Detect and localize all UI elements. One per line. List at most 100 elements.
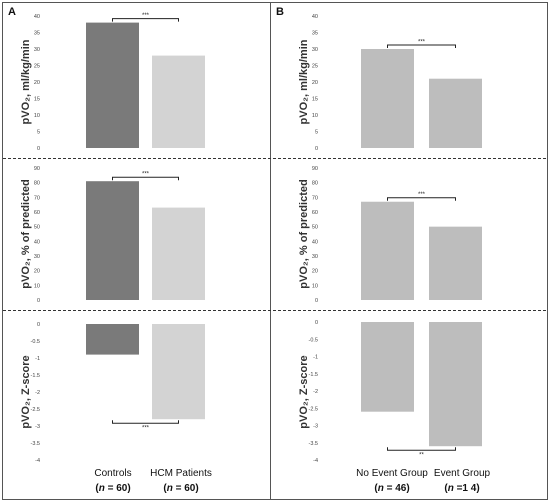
- panel-a-row3-ytick-2: -2: [35, 390, 40, 396]
- panel-b-row1-ytick-0: 0: [315, 146, 318, 152]
- panel-b-row3-ytick-0: 0: [315, 320, 318, 326]
- panel-b-row2-ytick-90: 90: [312, 166, 318, 172]
- panel-b-row2-ytick-50: 50: [312, 225, 318, 231]
- panel-b-row1-ytick-15: 15: [312, 97, 318, 103]
- panel-a-row3-sig-label: ***: [142, 426, 150, 432]
- panel-a-row3-ylabel: pVO₂, Z-score: [20, 355, 32, 428]
- panel-b-row3-ytick-4: -4: [313, 458, 318, 464]
- panel-a-row1-bar-hcm-patients: [152, 55, 205, 148]
- panel-b-row1-ytick-30: 30: [312, 47, 318, 53]
- panel-b-letter: B: [276, 6, 284, 18]
- group-n-controls: (n = 60): [95, 483, 130, 494]
- panel-b-row3-ytick-3-5: -3.5: [309, 441, 318, 447]
- panel-b-row3-ytick-2: -2: [313, 389, 318, 395]
- panel-a-row2-ytick-10: 10: [34, 283, 40, 289]
- panel-a-row2-sig-label: ***: [142, 172, 150, 178]
- panel-b-row2-ytick-10: 10: [312, 283, 318, 289]
- panel-a-row1-ytick-10: 10: [34, 113, 40, 119]
- panel-a-row3-bar-hcm-patients: [152, 324, 205, 420]
- charts-layer: 0 5 10 15 20 25 30 35 40 pVO₂, ml/kg/min *** 0 5 10 15…: [20, 13, 482, 464]
- panel-a-row2-ytick-60: 60: [34, 210, 40, 216]
- panel-b-row1-sig-bracket: [387, 44, 456, 48]
- panel-b-row2-ytick-80: 80: [312, 181, 318, 187]
- panel-a-row3-ytick-0-5: -0.5: [31, 339, 40, 345]
- panel-a-row2-ytick-80: 80: [34, 181, 40, 187]
- panel-b-row3-sig-label: **: [419, 453, 424, 459]
- group-n-no-event: (n = 46): [374, 483, 409, 494]
- panel-a-row1-ytick-20: 20: [34, 80, 40, 86]
- panel-b-row3-ylabel: pVO₂, Z-score: [298, 355, 310, 428]
- panel-a-row2-ytick-20: 20: [34, 269, 40, 275]
- panel-b-row1-ytick-35: 35: [312, 31, 318, 37]
- panel-b-row2-ytick-40: 40: [312, 239, 318, 245]
- panel-b-row1-ytick-25: 25: [312, 64, 318, 70]
- panel-a-row2-ytick-50: 50: [34, 225, 40, 231]
- panel-b-row1-ylabel: pVO₂, ml/kg/min: [298, 39, 310, 124]
- panel-b-row2-ytick-70: 70: [312, 195, 318, 201]
- panel-b-row3-bar-event-group: [429, 322, 482, 447]
- panel-b-row1-ytick-10: 10: [312, 113, 318, 119]
- panel-a-row3-bar-controls: [86, 324, 139, 355]
- panel-a-row1-sig-bracket: [112, 18, 179, 22]
- panel-a-letter: A: [8, 6, 16, 18]
- group-label-event: Event Group: [434, 468, 491, 479]
- panel-a-row1-ytick-15: 15: [34, 97, 40, 103]
- group-label-no-event: No Event Group: [356, 468, 428, 479]
- panel-a-row1-ytick-0: 0: [37, 146, 40, 152]
- panel-a-row1-ylabel: pVO₂, ml/kg/min: [20, 39, 32, 124]
- panel-b-row2-ytick-30: 30: [312, 254, 318, 260]
- panel-a-row3-sig-bracket: [112, 420, 179, 424]
- panel-b-row2-ytick-20: 20: [312, 269, 318, 275]
- panel-b-row2-ylabel: pVO₂, % of predicted: [298, 179, 310, 288]
- panel-b-row1-bar-no-event-group: [361, 49, 414, 148]
- panel-a-row3-ytick-1-5: -1.5: [31, 373, 40, 379]
- group-label-controls: Controls: [94, 468, 131, 479]
- panel-b-row2-sig-bracket: [387, 197, 456, 201]
- panel-a-row1-sig-label: ***: [142, 13, 150, 19]
- panel-b-row1-ytick-5: 5: [315, 130, 318, 136]
- panel-a-row2-sig-bracket: [112, 176, 179, 181]
- panel-a-row3-ytick-0: 0: [37, 322, 40, 328]
- panel-b-row1-ytick-40: 40: [312, 14, 318, 20]
- panel-a-row3-ytick-4: -4: [35, 458, 40, 464]
- panel-b-row2-bar-event-group: [429, 226, 482, 300]
- group-label-hcm: HCM Patients: [150, 468, 212, 479]
- panel-a-row2-ytick-0: 0: [37, 298, 40, 304]
- panel-b-row3-bar-no-event-group: [361, 322, 414, 412]
- panel-a-row3-ytick-3-5: -3.5: [31, 441, 40, 447]
- panel-a-row2-ytick-40: 40: [34, 239, 40, 245]
- panel-b-row3-ytick-2-5: -2.5: [309, 406, 318, 412]
- panel-b-row2-ytick-60: 60: [312, 210, 318, 216]
- panel-a-row1-bar-controls: [86, 22, 139, 149]
- panel-b-row1-bar-event-group: [429, 78, 482, 148]
- panel-a-row3-ytick-3: -3: [35, 424, 40, 430]
- panel-b-border: [270, 2, 548, 500]
- group-n-hcm: (n = 60): [163, 483, 198, 494]
- panel-a-row2-ytick-70: 70: [34, 195, 40, 201]
- panel-b-row3-sig-bracket: [387, 447, 456, 451]
- panel-b-row3-ytick-1-5: -1.5: [309, 372, 318, 378]
- panel-a-row2-bar-hcm-patients: [152, 207, 205, 300]
- panel-a-row2-ylabel: pVO₂, % of predicted: [20, 179, 32, 288]
- panel-b-row3-ytick-3: -3: [313, 424, 318, 430]
- panel-a-row3-ytick-2-5: -2.5: [31, 407, 40, 413]
- panel-a-row1-ytick-30: 30: [34, 47, 40, 53]
- panel-b-row1-sig-label: ***: [418, 40, 426, 46]
- panel-a-row2-bar-controls: [86, 181, 139, 300]
- panel-a-row1-ytick-25: 25: [34, 64, 40, 70]
- panel-b-row1-ytick-20: 20: [312, 80, 318, 86]
- panel-a-row2-ytick-30: 30: [34, 254, 40, 260]
- panel-b-row2-bar-no-event-group: [361, 201, 414, 300]
- panel-a-row1-ytick-35: 35: [34, 31, 40, 37]
- panel-a-row2-ytick-90: 90: [34, 166, 40, 172]
- panel-b-row2-ytick-0: 0: [315, 298, 318, 304]
- panel-b-row2-sig-label: ***: [418, 192, 426, 198]
- panel-a-row3-ytick-1: -1: [35, 356, 40, 362]
- panel-a-row1-ytick-5: 5: [37, 130, 40, 136]
- panel-a-row1-ytick-40: 40: [34, 14, 40, 20]
- group-n-event: (n =1 4): [444, 483, 479, 494]
- panel-b-row3-ytick-1: -1: [313, 355, 318, 361]
- panel-b-row3-ytick-0-5: -0.5: [309, 337, 318, 343]
